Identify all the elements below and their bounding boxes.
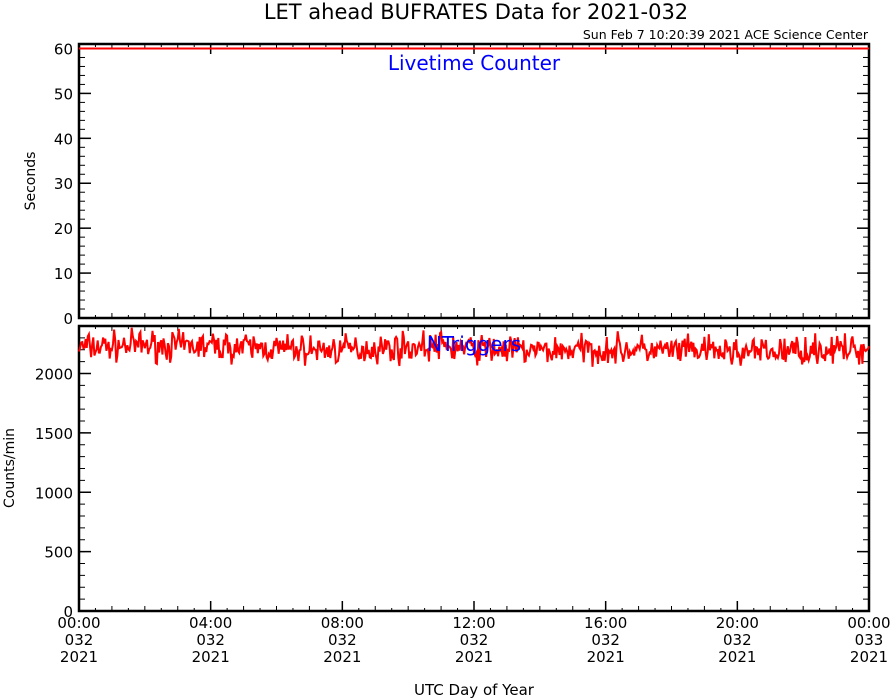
x-tick-label-year: 2021 [850,648,888,666]
panel-frame [77,324,871,613]
x-tick-label-year: 2021 [192,648,230,666]
x-tick-label-doy: 033 [855,631,884,649]
x-tick-label-year: 2021 [323,648,361,666]
panel-label: Livetime Counter [388,51,561,75]
x-tick-label-year: 2021 [455,648,493,666]
y-axis-ticks: 0 500 1000 1500 2000 [35,325,870,621]
y-tick-label: 20 [54,220,73,238]
y-tick-label: 40 [54,130,73,148]
x-tick-label-time: 04:00 [189,614,232,632]
y-axis-label: Seconds [23,152,39,211]
x-tick-label-time: 00:00 [847,614,890,632]
x-axis-label: UTC Day of Year [414,681,535,699]
y-tick-label: 2000 [35,366,73,384]
x-tick-label-doy: 032 [65,631,94,649]
y-axis-label: Counts/min [2,428,18,508]
y-axis-ticks: 0 10 20 30 40 50 60 [54,40,870,328]
y-tick-label: 1000 [35,484,73,502]
x-tick-label-year: 2021 [718,648,756,666]
x-tick-label-year: 2021 [587,648,625,666]
y-tick-label: 60 [54,40,73,58]
panel-ntriggers: 0 500 1000 1500 2000 NTriggers Counts/min [2,324,871,621]
x-tick-label-time: 08:00 [321,614,364,632]
y-tick-label: 0 [63,603,73,621]
x-tick-label-doy: 032 [591,631,620,649]
x-tick-label-doy: 032 [328,631,357,649]
x-tick-label-doy: 032 [196,631,225,649]
x-axis: 00:00032202104:00032202108:00032202112:0… [57,614,890,666]
y-tick-label: 0 [63,310,73,328]
x-tick-label-time: 20:00 [716,614,759,632]
y-tick-label: 10 [54,265,73,283]
panel-frame [77,42,871,320]
series-line [78,327,870,367]
timestamp: Sun Feb 7 10:20:39 2021 ACE Science Cent… [583,27,869,42]
x-tick-label-doy: 032 [723,631,752,649]
x-tick-label-time: 00:00 [57,614,100,632]
x-tick-label-doy: 032 [460,631,489,649]
panel-livetime: 0 10 20 30 40 50 60 Livetime Counter Seconds [23,40,871,328]
x-tick-label-time: 12:00 [452,614,495,632]
x-tick-label-year: 2021 [60,648,98,666]
y-tick-label: 50 [54,85,73,103]
series [78,327,870,367]
chart-title: LET ahead BUFRATES Data for 2021-032 [264,0,688,24]
y-tick-label: 30 [54,175,73,193]
panel-label: NTriggers [427,332,521,356]
x-tick-label-time: 16:00 [584,614,627,632]
y-tick-label: 500 [44,544,73,562]
y-tick-label: 1500 [35,425,73,443]
